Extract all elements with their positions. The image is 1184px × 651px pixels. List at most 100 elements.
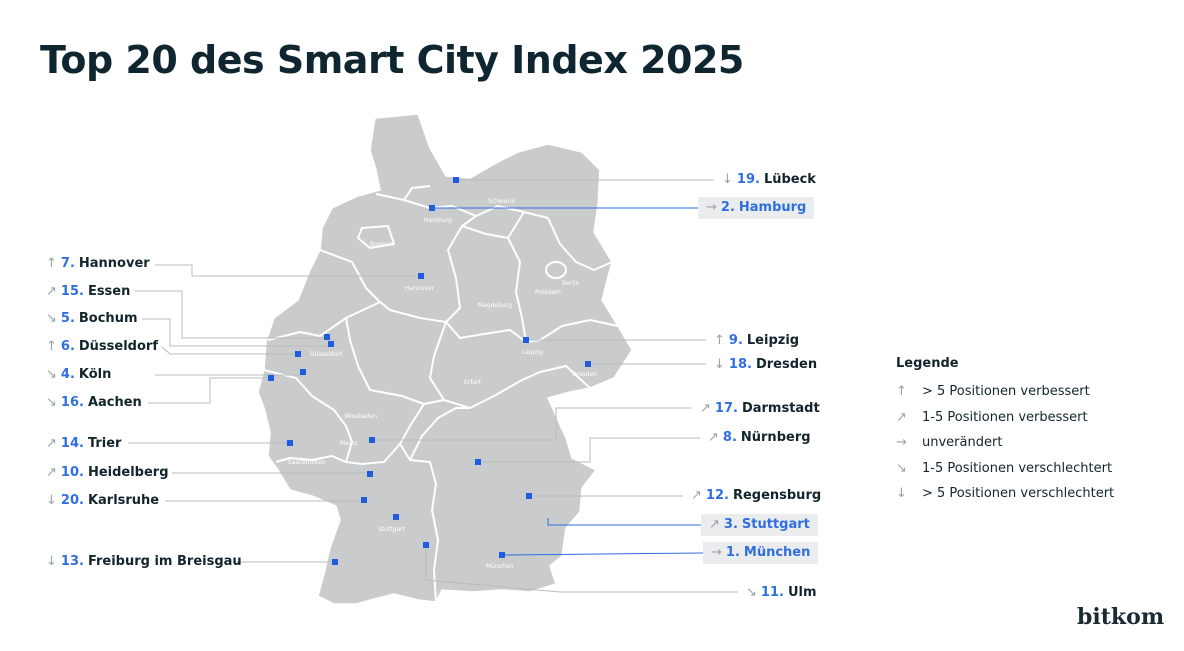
map-place-names: Kiel Schwerin Hamburg Bremen Hannover Be… xyxy=(288,155,597,570)
arrow-down-right-icon: ↘ xyxy=(896,460,907,476)
leader-line-duesseldorf xyxy=(161,346,298,355)
trend-arrow-icon: ↗ xyxy=(708,430,719,445)
city-label-trier: ↗ 14. Trier xyxy=(46,433,121,455)
city-marker-nuernberg xyxy=(475,459,481,465)
trend-arrow-icon: ↗ xyxy=(46,284,57,299)
city-marker-bochum xyxy=(328,341,334,347)
map-label-stuttgart: Stuttgart xyxy=(378,526,406,533)
city-name: Hannover xyxy=(78,256,150,271)
trend-arrow-icon: ↗ xyxy=(700,401,711,416)
arrow-up-icon: ↑ xyxy=(896,384,907,399)
arrow-right-icon: → xyxy=(896,435,907,450)
legend-item: ↘ 1-5 Positionen verschlechtert xyxy=(896,456,1114,482)
city-rank: 18. xyxy=(728,357,752,372)
trend-arrow-icon: ↘ xyxy=(46,311,57,326)
page-title: Top 20 des Smart City Index 2025 xyxy=(40,38,744,82)
map-label-muenchen: München xyxy=(486,563,514,570)
city-rank: 2. xyxy=(720,200,735,215)
trend-arrow-icon: ↗ xyxy=(691,488,702,503)
map-label-potsdam: Potsdam xyxy=(535,289,561,296)
trend-arrow-icon: ↓ xyxy=(46,554,57,569)
city-marker-ulm xyxy=(423,542,429,548)
trend-arrow-icon: ↓ xyxy=(46,493,57,508)
legend-label: > 5 Positionen verschlechtert xyxy=(922,486,1115,501)
map-label-duesseldorf: Düsseldorf xyxy=(310,351,343,358)
trend-arrow-icon: → xyxy=(706,200,717,215)
city-rank: 10. xyxy=(60,465,84,480)
state-borders xyxy=(263,185,619,603)
legend: Legende ↑ > 5 Positionen verbessert ↗ 1-5 … xyxy=(896,356,1114,507)
city-rank: 17. xyxy=(714,401,738,416)
city-rank: 6. xyxy=(60,339,75,354)
city-label-aachen: ↘ 16. Aachen xyxy=(46,392,142,414)
city-rank: 9. xyxy=(728,333,743,348)
city-name: Trier xyxy=(87,436,122,451)
city-name: Leipzig xyxy=(746,333,800,348)
city-label-duesseldorf: ↑ 6. Düsseldorf xyxy=(46,336,158,358)
city-name: Stuttgart xyxy=(741,517,810,532)
city-label-essen: ↗ 15. Essen xyxy=(46,281,130,303)
city-name: Bochum xyxy=(78,311,138,326)
city-name: Regensburg xyxy=(732,488,822,503)
city-name: Freiburg im Breisgau xyxy=(87,554,242,569)
city-label-koeln: ↘ 4. Köln xyxy=(46,364,111,386)
map-label-erfurt: Erfurt xyxy=(464,379,482,386)
city-name: Hamburg xyxy=(738,200,807,215)
germany-outline xyxy=(257,113,633,605)
city-label-leipzig: ↑ 9. Leipzig xyxy=(706,330,807,352)
city-marker-regensburg xyxy=(526,493,532,499)
city-name: Nürnberg xyxy=(740,430,811,445)
trend-arrow-icon: ↘ xyxy=(46,395,57,410)
city-name: Heidelberg xyxy=(87,465,169,480)
arrow-up-right-icon: ↗ xyxy=(896,409,907,425)
city-label-stuttgart: ↗ 3. Stuttgart xyxy=(701,514,818,536)
city-label-regensburg: ↗ 12. Regensburg xyxy=(683,485,829,507)
map-label-saarbruecken: Saarbrücken xyxy=(288,459,326,466)
legend-item: ↗ 1-5 Positionen verbessert xyxy=(896,405,1114,431)
city-rank: 19. xyxy=(736,172,760,187)
city-rank: 20. xyxy=(60,493,84,508)
city-rank: 7. xyxy=(60,256,75,271)
city-rank: 14. xyxy=(60,436,84,451)
city-rank: 8. xyxy=(722,430,737,445)
city-marker-duesseldorf xyxy=(295,351,301,357)
map-label-hannover: Hannover xyxy=(405,285,435,292)
trend-arrow-icon: ↘ xyxy=(746,585,757,600)
city-marker-dresden xyxy=(585,361,591,367)
city-name: Aachen xyxy=(87,395,142,410)
city-marker-trier xyxy=(287,440,293,446)
city-marker-heidelberg xyxy=(367,471,373,477)
map-label-magdeburg: Magdeburg xyxy=(478,302,512,309)
city-rank: 5. xyxy=(60,311,75,326)
city-rank: 12. xyxy=(705,488,729,503)
city-label-bochum: ↘ 5. Bochum xyxy=(46,308,138,330)
legend-label: 1-5 Positionen verbessert xyxy=(922,409,1088,425)
map-label-bremen: Bremen xyxy=(370,241,394,248)
map-label-berlin: Berlin xyxy=(562,280,580,287)
trend-arrow-icon: ↓ xyxy=(722,172,733,187)
legend-item: ↓ > 5 Positionen verschlechtert xyxy=(896,481,1114,507)
city-rank: 11. xyxy=(760,585,784,600)
city-marker-hamburg xyxy=(429,205,435,211)
city-rank: 16. xyxy=(60,395,84,410)
city-label-freiburg-im-breisgau: ↓ 13. Freiburg im Breisgau xyxy=(46,551,242,573)
city-name: München xyxy=(743,545,811,560)
legend-item: → unverändert xyxy=(896,430,1114,456)
city-rank: 4. xyxy=(60,367,75,382)
legend-label: unverändert xyxy=(922,435,1003,450)
trend-arrow-icon: ↗ xyxy=(709,517,720,532)
city-marker-karlsruhe xyxy=(361,497,367,503)
leader-line-hannover xyxy=(155,264,421,277)
trend-arrow-icon: ↗ xyxy=(46,465,57,480)
coast-detail xyxy=(331,185,363,207)
city-rank: 3. xyxy=(723,517,738,532)
map-label-mainz: Mainz xyxy=(340,440,357,447)
trend-arrow-icon: ↘ xyxy=(46,367,57,382)
city-marker-koeln xyxy=(300,369,306,375)
map-label-kiel: Kiel xyxy=(446,155,457,162)
city-label-muenchen: → 1. München xyxy=(703,542,819,564)
legend-item: ↑ > 5 Positionen verbessert xyxy=(896,379,1114,405)
city-label-dresden: ↓ 18. Dresden xyxy=(706,354,825,376)
leader-line-bochum xyxy=(142,318,331,347)
